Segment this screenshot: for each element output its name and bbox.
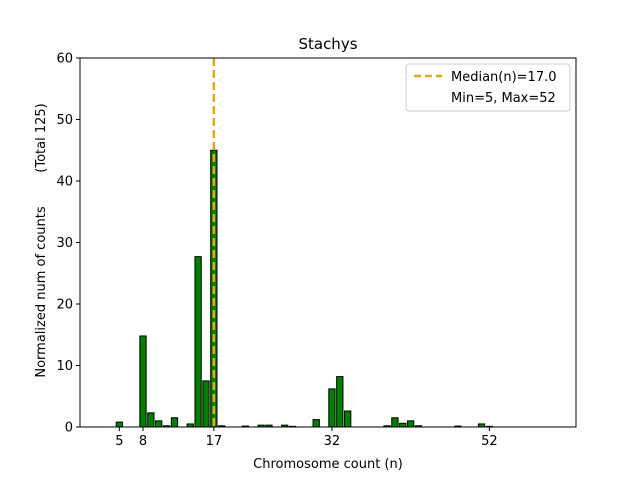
bar-n-30 bbox=[312, 419, 320, 428]
bar-n-42 bbox=[407, 420, 415, 428]
x-tick-label: 8 bbox=[139, 434, 147, 449]
bar-n-32 bbox=[328, 388, 336, 428]
y-tick-label: 0 bbox=[65, 421, 73, 436]
x-tick-label: 17 bbox=[206, 434, 223, 449]
bar-n-16 bbox=[202, 380, 210, 428]
bar-n-15 bbox=[194, 256, 202, 428]
y-axis-ticks: 0 10 20 30 40 50 60 bbox=[56, 52, 80, 436]
bar-n-12 bbox=[170, 417, 179, 428]
x-tick-label: 5 bbox=[115, 434, 123, 449]
bar-n-9 bbox=[147, 412, 155, 428]
x-axis-ticks: 5 8 17 32 52 bbox=[115, 427, 498, 449]
legend-frame bbox=[405, 63, 571, 112]
bar-n-5 bbox=[115, 421, 124, 428]
y-tick-label: 30 bbox=[56, 236, 73, 251]
y-tick-label: 50 bbox=[56, 113, 73, 128]
bar-n-40 bbox=[391, 417, 399, 428]
bar-n-41 bbox=[399, 422, 407, 428]
x-axis-label: Chromosome count (n) bbox=[253, 457, 403, 472]
chart-title: Stachys bbox=[298, 35, 357, 53]
bar-n-8 bbox=[139, 335, 147, 428]
y-tick-label: 20 bbox=[56, 298, 73, 313]
bars-layer bbox=[115, 149, 494, 428]
y-tick-label: 10 bbox=[56, 359, 73, 374]
y-tick-label: 40 bbox=[56, 175, 73, 190]
x-tick-label: 52 bbox=[481, 434, 498, 449]
plot-frame bbox=[79, 57, 577, 428]
legend-median-label: Median(n)=17.0 bbox=[451, 70, 557, 85]
bar-n-34 bbox=[344, 410, 352, 428]
y-tick-label: 60 bbox=[56, 52, 73, 67]
x-tick-label: 32 bbox=[324, 434, 341, 449]
y-axis-total-label: (Total 125) bbox=[34, 103, 49, 172]
bar-n-10 bbox=[155, 420, 163, 428]
bar-n-33 bbox=[336, 376, 344, 428]
legend: Median(n)=17.0 Min=5, Max=52 bbox=[405, 63, 571, 112]
y-axis-label: Normalized num of counts bbox=[34, 206, 49, 377]
legend-range-label: Min=5, Max=52 bbox=[451, 91, 556, 106]
